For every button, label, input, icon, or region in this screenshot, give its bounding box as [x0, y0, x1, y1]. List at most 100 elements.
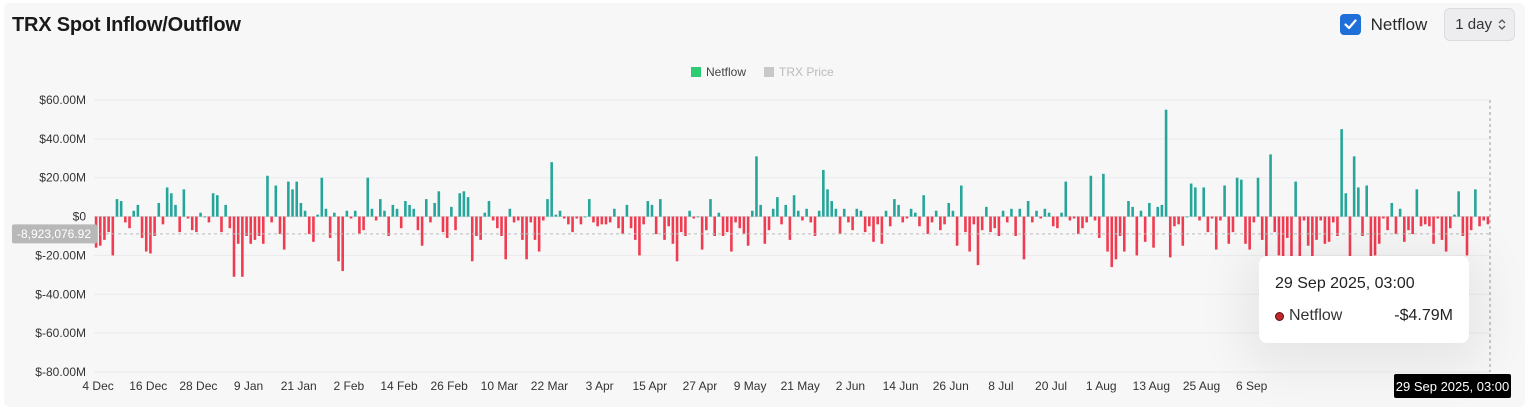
netflow-bar[interactable] [1022, 216, 1026, 260]
netflow-bar[interactable] [654, 216, 658, 235]
netflow-bar[interactable] [353, 210, 357, 217]
netflow-bar[interactable] [830, 201, 833, 217]
netflow-bar[interactable] [771, 208, 775, 217]
netflow-bar[interactable] [1474, 189, 1477, 217]
netflow-bar[interactable] [546, 199, 549, 217]
netflow-bar[interactable] [1465, 216, 1469, 256]
netflow-bar[interactable] [1064, 181, 1068, 217]
netflow-bar[interactable] [1432, 216, 1435, 244]
netflow-bar[interactable] [943, 216, 946, 225]
netflow-bar[interactable] [575, 216, 579, 219]
netflow-bar[interactable] [629, 216, 633, 229]
netflow-bar[interactable] [395, 208, 399, 217]
netflow-bar[interactable] [512, 216, 516, 223]
netflow-bar[interactable] [1118, 216, 1122, 236]
netflow-bar[interactable] [1135, 216, 1139, 256]
netflow-bar[interactable] [312, 216, 315, 242]
netflow-bar[interactable] [220, 216, 223, 233]
netflow-bar[interactable] [621, 216, 625, 235]
netflow-bar[interactable] [266, 175, 269, 217]
netflow-bar[interactable] [424, 199, 428, 217]
netflow-bar[interactable] [345, 210, 349, 217]
netflow-bar[interactable] [1415, 189, 1419, 217]
netflow-bar[interactable] [349, 216, 353, 219]
netflow-bar[interactable] [604, 216, 608, 225]
netflow-bar[interactable] [884, 210, 888, 217]
netflow-bar[interactable] [596, 216, 599, 227]
netflow-bar[interactable] [203, 216, 207, 218]
netflow-bar[interactable] [236, 216, 240, 244]
netflow-bar[interactable] [909, 208, 913, 217]
netflow-bar[interactable] [379, 199, 382, 217]
netflow-bar[interactable] [324, 208, 328, 217]
netflow-bar[interactable] [872, 216, 875, 242]
netflow-bar[interactable] [165, 187, 169, 217]
netflow-bar[interactable] [1403, 216, 1406, 242]
netflow-bar[interactable] [1005, 216, 1009, 223]
netflow-bar[interactable] [742, 216, 746, 235]
netflow-bar[interactable] [307, 216, 311, 235]
netflow-bar[interactable] [1122, 216, 1126, 252]
netflow-bar[interactable] [103, 216, 106, 240]
netflow-bar[interactable] [1093, 216, 1097, 221]
netflow-bar[interactable] [1315, 216, 1318, 240]
netflow-bar[interactable] [1449, 216, 1452, 229]
netflow-bar[interactable] [496, 216, 499, 229]
netflow-bar[interactable] [717, 212, 721, 217]
netflow-bar[interactable] [692, 216, 696, 219]
netflow-bar[interactable] [542, 216, 545, 221]
netflow-bar[interactable] [287, 181, 290, 217]
netflow-bar[interactable] [136, 204, 140, 217]
netflow-bar[interactable] [1235, 177, 1239, 217]
netflow-bar[interactable] [1407, 216, 1410, 231]
netflow-bar[interactable] [763, 216, 767, 244]
netflow-bar[interactable] [504, 216, 507, 260]
netflow-bar[interactable] [358, 216, 361, 235]
netflow-bar[interactable] [383, 210, 386, 217]
netflow-bar[interactable] [124, 216, 127, 223]
netflow-bar[interactable] [475, 216, 478, 236]
netflow-bar[interactable] [291, 189, 294, 217]
netflow-bar[interactable] [1390, 202, 1394, 217]
netflow-bar[interactable] [270, 216, 273, 223]
netflow-bar[interactable] [592, 216, 595, 223]
netflow-bar[interactable] [1311, 216, 1314, 266]
netflow-bar[interactable] [399, 216, 403, 229]
netflow-bar[interactable] [959, 185, 963, 217]
netflow-bar[interactable] [454, 216, 457, 231]
netflow-bar[interactable] [1382, 216, 1385, 219]
netflow-bar[interactable] [278, 216, 282, 235]
netflow-bar[interactable] [1156, 206, 1160, 217]
netflow-bar[interactable] [1223, 185, 1226, 217]
netflow-bar[interactable] [412, 208, 416, 217]
netflow-bar[interactable] [140, 216, 144, 238]
netflow-bar[interactable] [1085, 216, 1088, 223]
netflow-bar[interactable] [1386, 216, 1389, 231]
netflow-bar[interactable] [939, 216, 942, 231]
netflow-bar[interactable] [964, 216, 967, 233]
netflow-bar[interactable] [792, 195, 796, 217]
netflow-bar[interactable] [161, 216, 165, 225]
netflow-bar[interactable] [1202, 187, 1205, 217]
netflow-bar[interactable] [826, 189, 829, 217]
netflow-bar[interactable] [1252, 216, 1256, 223]
netflow-bar[interactable] [533, 216, 537, 240]
netflow-bar[interactable] [876, 216, 879, 225]
netflow-bar[interactable] [734, 216, 737, 223]
netflow-bar[interactable] [186, 216, 190, 219]
netflow-bar[interactable] [914, 212, 917, 217]
netflow-bar[interactable] [320, 177, 324, 217]
netflow-bar[interactable] [1469, 216, 1473, 231]
netflow-bar[interactable] [1336, 216, 1339, 236]
netflow-bar[interactable] [216, 195, 219, 217]
netflow-bar[interactable] [562, 216, 566, 219]
netflow-bar[interactable] [1181, 216, 1185, 246]
netflow-bar[interactable] [182, 189, 186, 217]
netflow-bar[interactable] [366, 177, 370, 217]
netflow-bar[interactable] [1031, 216, 1034, 223]
netflow-bar[interactable] [1194, 187, 1197, 217]
netflow-bar[interactable] [458, 193, 462, 217]
netflow-bar[interactable] [374, 216, 378, 221]
netflow-bar[interactable] [241, 216, 244, 277]
netflow-bar[interactable] [249, 216, 253, 244]
